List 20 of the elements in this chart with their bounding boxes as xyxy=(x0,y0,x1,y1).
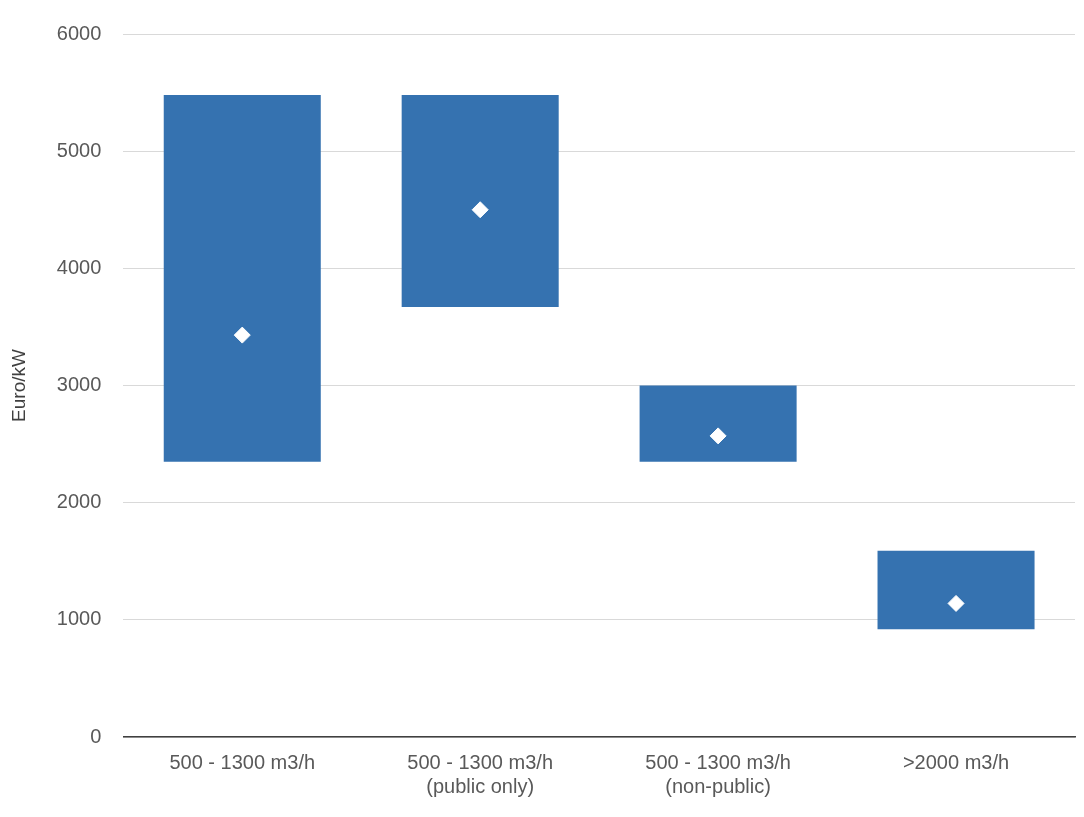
bar xyxy=(877,550,1035,630)
y-tick-label: 0 xyxy=(90,724,102,747)
y-tick-label: 5000 xyxy=(56,138,102,161)
y-tick-label: 6000 xyxy=(56,21,102,44)
bar xyxy=(639,385,797,462)
x-tick-label: 500 - 1300 m3/h xyxy=(169,750,316,773)
bar xyxy=(401,94,559,307)
x-tick-label: >2000 m3/h xyxy=(902,750,1010,773)
y-axis-title: Euro/kW xyxy=(7,349,29,422)
point xyxy=(709,427,727,445)
y-tick-label: 2000 xyxy=(56,490,102,513)
point xyxy=(471,201,489,219)
point xyxy=(947,594,965,612)
y-tick-label: 3000 xyxy=(56,373,102,396)
y-tick-label: 4000 xyxy=(56,255,102,278)
y-tick-label: 1000 xyxy=(56,607,102,630)
point xyxy=(233,326,251,344)
x-tick-label: 500 - 1300 m3/h (public only) xyxy=(407,750,554,797)
x-tick-label: 500 - 1300 m3/h (non-public) xyxy=(645,750,791,797)
bar xyxy=(163,94,321,462)
